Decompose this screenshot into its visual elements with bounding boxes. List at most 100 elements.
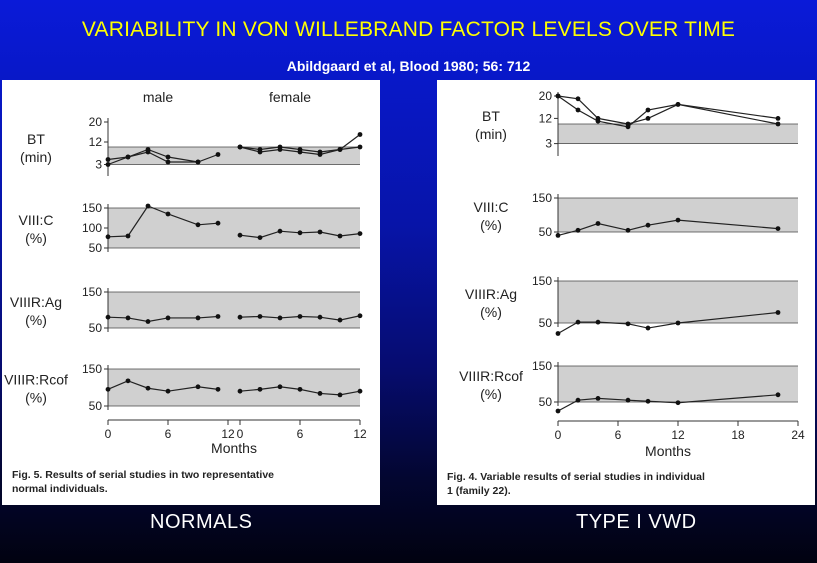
fig4-y-tick-label-1: 50 bbox=[539, 225, 553, 239]
fig5-data-point-0-2-6 bbox=[357, 132, 363, 137]
type1-vwd-label: TYPE I VWD bbox=[576, 511, 697, 533]
fig4-data-point-1-0-2 bbox=[595, 221, 601, 226]
fig5-series-line-1-0 bbox=[107, 205, 219, 238]
fig5-data-point-3-0-0 bbox=[105, 386, 111, 392]
fig5-data-point-0-3-0 bbox=[237, 144, 243, 150]
fig4-data-point-0-0-1 bbox=[575, 96, 581, 102]
fig5-series-line-2-0 bbox=[107, 315, 219, 323]
fig5-data-point-3-1-0 bbox=[237, 388, 243, 394]
normals-label: NORMALS bbox=[150, 511, 253, 533]
fig5-data-point-0-0-3 bbox=[165, 154, 171, 160]
fig5-y-tick-label-1: 150 bbox=[82, 201, 102, 215]
fig5-band-2 bbox=[108, 292, 360, 328]
fig5-x-tick-label: 0 bbox=[105, 427, 112, 441]
fig4-data-point-3-0-6 bbox=[775, 392, 781, 398]
fig4-y-tick-label-3: 150 bbox=[532, 359, 552, 373]
fig5-data-point-0-0-5 bbox=[215, 152, 221, 157]
fig5-data-point-0-1-0 bbox=[105, 162, 111, 167]
fig4-data-point-2-0-2 bbox=[595, 319, 601, 325]
fig5-y-tick-label-1: 50 bbox=[89, 241, 103, 255]
fig5-data-point-3-0-4 bbox=[195, 384, 201, 390]
fig5-data-point-1-1-1 bbox=[257, 235, 263, 241]
fig4-data-point-2-0-5 bbox=[675, 320, 681, 326]
fig4-data-point-3-0-0 bbox=[555, 408, 561, 414]
fig5-panel-label-1: VIII:C bbox=[18, 212, 53, 228]
fig4-data-point-3-0-3 bbox=[625, 397, 631, 403]
fig4-band-0 bbox=[558, 124, 798, 144]
fig5-data-point-1-1-6 bbox=[357, 231, 363, 237]
fig4-y-tick-label-3: 50 bbox=[539, 395, 553, 409]
fig4-figure-caption: Fig. 4. Variable results of serial studi… bbox=[447, 471, 705, 497]
fig5-data-point-1-0-1 bbox=[125, 233, 131, 239]
fig5-data-point-1-0-3 bbox=[165, 211, 171, 217]
fig4-panel-label-0: BT bbox=[482, 108, 500, 124]
fig4-y-tick-label-0: 3 bbox=[545, 137, 552, 151]
fig5-data-point-2-0-4 bbox=[195, 315, 201, 321]
fig5-data-point-3-0-1 bbox=[125, 378, 131, 384]
fig5-figure-caption-line: normal individuals. bbox=[12, 483, 108, 495]
fig5-data-point-3-1-6 bbox=[357, 388, 363, 394]
fig5-y-tick-label-0: 12 bbox=[89, 135, 103, 149]
fig5-data-point-1-1-2 bbox=[277, 228, 283, 234]
fig5-y-tick-label-0: 3 bbox=[95, 158, 102, 172]
fig4-data-point-1-0-3 bbox=[625, 227, 631, 233]
fig4-panel-unit-2: (%) bbox=[480, 304, 502, 320]
fig5-series-line-3-0 bbox=[107, 380, 219, 392]
fig4-data-point-2-0-6 bbox=[775, 310, 781, 315]
fig5-y-tick-label-1: 100 bbox=[82, 221, 102, 235]
fig4-panel-unit-3: (%) bbox=[480, 386, 502, 402]
fig4-data-point-0-0-4 bbox=[645, 116, 651, 121]
fig5-y-tick-label-3: 50 bbox=[89, 399, 103, 413]
fig5-data-point-2-0-3 bbox=[165, 315, 171, 321]
fig5-x-label: Months bbox=[211, 440, 257, 456]
fig4-data-point-3-0-1 bbox=[575, 397, 581, 403]
fig5-y-tick-label-2: 50 bbox=[89, 321, 103, 335]
fig5-data-point-0-1-3 bbox=[165, 159, 171, 165]
fig4-band-2 bbox=[558, 281, 798, 323]
fig4-x-tick-label: 24 bbox=[791, 428, 805, 442]
fig4-x-tick-label: 6 bbox=[615, 428, 622, 442]
fig4-x-tick-label: 12 bbox=[671, 428, 685, 442]
fig4-x-label: Months bbox=[645, 443, 691, 459]
fig5-data-point-0-0-0 bbox=[105, 157, 111, 162]
fig4-data-point-3-0-2 bbox=[595, 396, 601, 401]
fig4-data-point-0-1-1 bbox=[575, 107, 581, 113]
fig4-data-point-0-0-6 bbox=[775, 116, 781, 121]
type1-vwd-chart: 3 12 20 BT (min) 50 150 VIII:C (%) 50 150 VIIIR:Ag (… bbox=[447, 89, 805, 497]
fig5-data-point-1-0-5 bbox=[215, 220, 221, 226]
fig4-data-point-1-0-5 bbox=[675, 217, 681, 223]
fig5-x-tick-label: 6 bbox=[297, 427, 304, 441]
fig5-y-tick-label-3: 150 bbox=[82, 362, 102, 376]
fig4-x-tick-label: 18 bbox=[731, 428, 745, 442]
fig5-data-point-2-1-5 bbox=[337, 317, 343, 323]
fig4-data-point-2-0-3 bbox=[625, 321, 631, 327]
fig5-panel-unit-1: (%) bbox=[25, 230, 47, 246]
fig5-data-point-3-0-5 bbox=[215, 386, 221, 392]
fig5-data-point-2-0-0 bbox=[105, 314, 111, 320]
fig5-x-tick-label: 12 bbox=[353, 427, 367, 441]
fig4-data-point-1-0-4 bbox=[645, 222, 651, 228]
fig4-data-point-0-1-6 bbox=[775, 121, 781, 127]
fig4-data-point-3-0-4 bbox=[645, 398, 651, 404]
fig5-data-point-2-1-6 bbox=[357, 313, 363, 319]
fig5-panel-label-3: VIIIR:Rcof bbox=[4, 372, 68, 388]
fig5-x-tick-label: 12 bbox=[221, 427, 235, 441]
fig4-data-point-2-0-4 bbox=[645, 325, 651, 331]
fig4-data-point-1-0-6 bbox=[775, 226, 781, 232]
fig5-data-point-1-1-5 bbox=[337, 233, 343, 239]
fig5-data-point-3-1-2 bbox=[277, 384, 283, 390]
fig5-data-point-2-1-4 bbox=[317, 314, 323, 320]
fig5-panel-unit-2: (%) bbox=[25, 312, 47, 328]
fig5-data-point-2-0-5 bbox=[215, 314, 221, 319]
fig5-series-line-0-0 bbox=[107, 148, 219, 163]
fig5-data-point-0-3-4 bbox=[317, 152, 323, 157]
type1-vwd-figure: 3 12 20 BT (min) 50 150 VIII:C (%) 50 150 VIIIR:Ag (… bbox=[437, 80, 815, 505]
fig4-data-point-2-0-0 bbox=[555, 331, 561, 336]
fig4-data-point-0-1-0 bbox=[555, 93, 561, 99]
fig5-data-point-2-0-1 bbox=[125, 315, 131, 321]
fig4-data-point-3-0-5 bbox=[675, 400, 681, 406]
fig5-y-tick-label-2: 150 bbox=[82, 285, 102, 299]
fig5-data-point-3-1-5 bbox=[337, 392, 343, 398]
fig5-column-title-1: female bbox=[269, 89, 311, 105]
fig5-data-point-0-3-2 bbox=[277, 147, 283, 152]
